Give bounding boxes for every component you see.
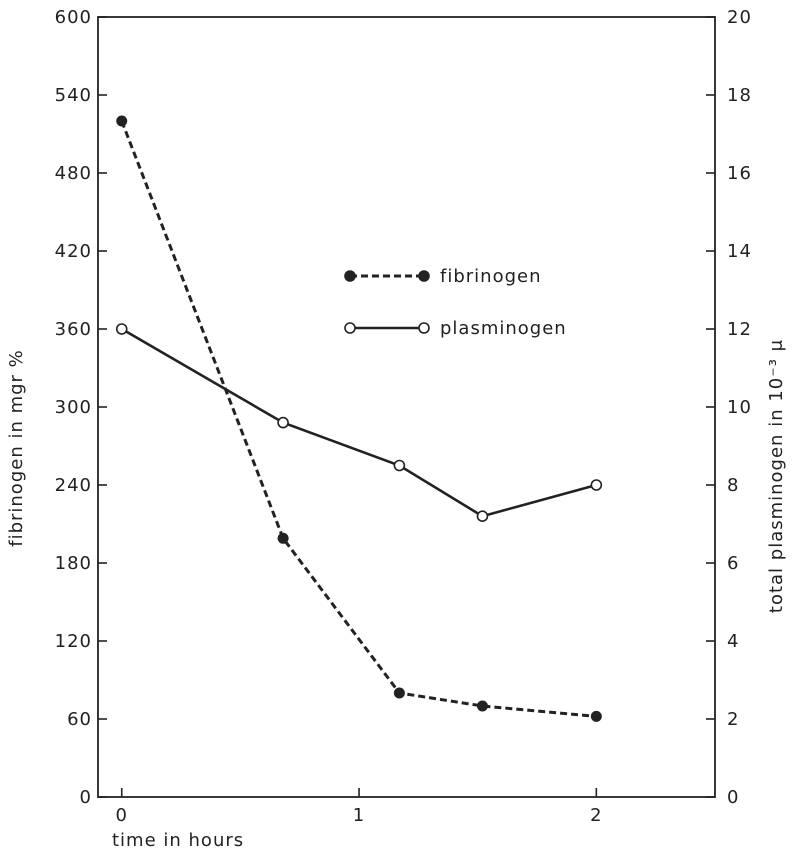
x-tick-label: 1 xyxy=(353,805,365,826)
legend-fibrinogen-marker xyxy=(418,270,430,282)
right-y-tick-label: 6 xyxy=(727,553,739,574)
series-layer xyxy=(115,115,603,722)
right-y-tick-label: 0 xyxy=(727,787,739,808)
left-y-tick-label: 360 xyxy=(55,319,92,340)
left-y-tick-label: 300 xyxy=(55,397,92,418)
legend-fibrinogen-label: fibrinogen xyxy=(440,266,542,287)
right-y-axis-title: total plasminogen in 10⁻³ μ xyxy=(766,339,787,613)
left-y-tick-label: 60 xyxy=(67,709,92,730)
plasminogen-point xyxy=(393,459,406,472)
legend: fibrinogen plasminogen xyxy=(344,266,567,339)
plasminogen-point xyxy=(590,479,603,491)
left-y-tick-label: 180 xyxy=(55,553,92,574)
left-y-tick-label: 540 xyxy=(55,85,92,106)
left-y-tick-label: 240 xyxy=(55,475,92,496)
x-axis: 0 1 2 xyxy=(116,788,602,826)
x-tick-label: 0 xyxy=(116,805,128,826)
fibrinogen-point xyxy=(116,115,128,127)
fibrinogen-point xyxy=(590,710,602,722)
plot-border xyxy=(97,16,716,798)
right-y-tick-label: 14 xyxy=(727,241,752,262)
fibrinogen-line xyxy=(120,120,597,718)
left-y-tick-label: 120 xyxy=(55,631,92,652)
legend-fibrinogen-marker xyxy=(344,270,356,282)
right-y-tick-label: 2 xyxy=(727,709,739,730)
right-y-axis: 0 2 4 6 8 10 12 14 16 18 20 xyxy=(706,7,752,808)
right-y-tick-label: 16 xyxy=(727,163,752,184)
left-y-axis: 0 60 120 180 240 300 360 420 480 540 600 xyxy=(55,7,107,808)
left-y-tick-label: 480 xyxy=(55,163,92,184)
fibrinogen-point xyxy=(277,532,289,544)
left-y-tick-label: 600 xyxy=(55,7,92,28)
legend-plasminogen-marker xyxy=(418,322,430,334)
plasminogen-line xyxy=(121,327,597,518)
right-y-tick-label: 20 xyxy=(727,7,752,28)
right-y-tick-label: 10 xyxy=(727,397,752,418)
plasminogen-point xyxy=(476,510,489,523)
left-y-axis-title: fibrinogen in mgr % xyxy=(6,349,27,547)
plot-frame xyxy=(97,16,716,798)
fibrinogen-point xyxy=(393,687,405,699)
right-y-tick-label: 12 xyxy=(727,319,752,340)
fibrinogen-point xyxy=(476,700,488,712)
plasminogen-point xyxy=(115,323,128,335)
legend-plasminogen-label: plasminogen xyxy=(440,318,567,339)
right-y-tick-label: 8 xyxy=(727,475,739,496)
right-y-tick-label: 4 xyxy=(727,631,739,652)
x-axis-title: time in hours xyxy=(112,830,244,851)
legend-plasminogen-marker xyxy=(344,322,356,334)
x-tick-label: 2 xyxy=(590,805,602,826)
left-y-tick-label: 0 xyxy=(80,787,92,808)
left-y-tick-label: 420 xyxy=(55,241,92,262)
plasminogen-point xyxy=(277,416,289,429)
right-y-tick-label: 18 xyxy=(727,85,752,106)
